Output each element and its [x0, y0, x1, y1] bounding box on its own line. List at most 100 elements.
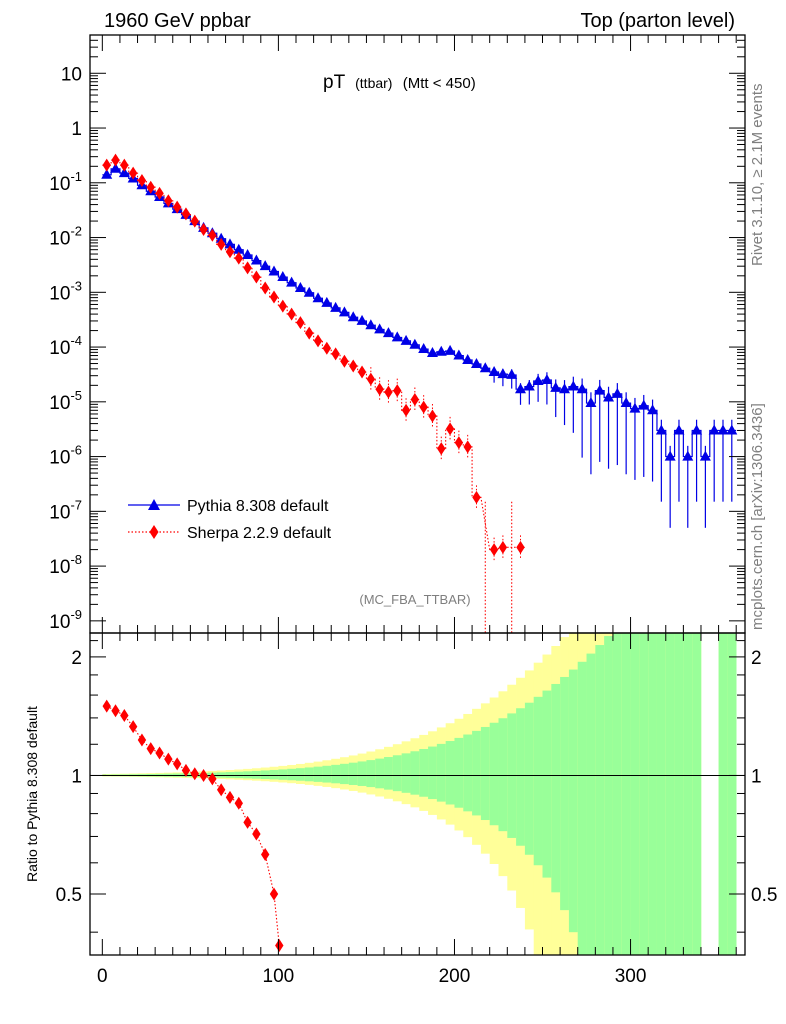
tick-exponent: -8	[70, 552, 82, 567]
sherpa-point	[401, 403, 411, 417]
pythia-point	[673, 424, 685, 435]
band-inner-bin	[304, 767, 314, 782]
band-inner-bin	[392, 755, 402, 792]
ratio-y-tick-label-right: 1	[751, 766, 762, 787]
pythia-point	[576, 383, 588, 394]
pythia-point	[647, 404, 659, 415]
pythia-point	[629, 402, 641, 413]
band-inner-bin	[445, 741, 455, 805]
legend-item-sherpa: Sherpa 2.2.9 default	[128, 525, 332, 542]
band-inner-bin	[621, 633, 631, 955]
pythia-point	[338, 306, 350, 317]
pythia-point	[426, 346, 438, 357]
legend-sherpa-label: Sherpa 2.2.9 default	[187, 525, 332, 542]
x-tick-label: 300	[615, 966, 647, 987]
tick-exponent: -5	[70, 388, 82, 403]
band-inner-bin	[410, 751, 420, 795]
band-inner-bin	[577, 661, 587, 955]
sherpa-point	[419, 400, 428, 414]
band-inner-bin	[489, 722, 499, 826]
sherpa-point	[296, 316, 305, 330]
sherpa-point	[252, 270, 261, 284]
top-y-tick-label: 10-3	[49, 278, 82, 304]
tick-exponent: -4	[70, 333, 82, 348]
sherpa-point	[489, 543, 499, 557]
sherpa-point	[498, 540, 508, 554]
pythia-point	[250, 254, 262, 265]
sherpa-point	[278, 299, 288, 313]
pythia-point	[559, 383, 571, 394]
pythia-point	[470, 358, 482, 369]
pythia-point	[101, 168, 113, 179]
sherpa-line	[102, 159, 525, 551]
band-inner-bin	[472, 730, 482, 816]
pythia-point	[550, 381, 562, 392]
tick-exponent: -6	[70, 443, 82, 458]
band-inner-bin	[648, 633, 658, 955]
pythia-point	[638, 399, 650, 410]
sherpa-point	[437, 442, 446, 456]
ratio-sherpa-point	[234, 796, 243, 810]
pythia-point	[611, 387, 623, 398]
tick-base: 10	[49, 229, 70, 250]
sherpa-point	[225, 245, 235, 259]
plot-title-main: pT	[323, 72, 346, 93]
sherpa-point	[410, 393, 420, 407]
ratio-y-tick-label-right: 2	[751, 648, 762, 669]
sherpa-point	[357, 365, 367, 379]
sherpa-point	[181, 207, 191, 221]
sherpa-point	[102, 158, 111, 172]
band-inner-bin	[331, 764, 341, 784]
pythia-point	[242, 249, 254, 260]
band-inner-bin	[533, 696, 543, 866]
mcplots-label: mcplots.cern.ch [arXiv:1306.3436]	[749, 403, 766, 630]
band-inner-bin	[322, 765, 332, 783]
band-inner-bin	[586, 653, 596, 955]
pythia-point	[268, 265, 280, 276]
ratio-sherpa-point	[269, 887, 279, 901]
pythia-point	[726, 424, 738, 435]
pythia-point	[374, 323, 386, 334]
sherpa-point	[216, 237, 226, 251]
sherpa-point	[313, 334, 323, 348]
band-inner-bin	[375, 758, 385, 789]
sherpa-point	[120, 158, 129, 172]
pythia-point	[400, 334, 412, 345]
pythia-point	[259, 260, 271, 271]
pythia-point	[118, 167, 130, 178]
pythia-point	[497, 368, 509, 379]
ratio-sherpa-point	[172, 757, 182, 771]
band-inner-bin	[595, 645, 605, 955]
tick-exponent: -9	[70, 607, 82, 622]
pythia-point	[585, 397, 597, 408]
ratio-sherpa-point	[260, 847, 270, 861]
pythia-point	[717, 424, 729, 435]
plot-title: pT (ttbar) (Mtt < 450)	[323, 72, 476, 93]
top-y-tick-label: 10-9	[49, 607, 82, 633]
sherpa-point	[128, 166, 138, 180]
pythia-point	[488, 366, 500, 377]
band-inner-bin	[251, 770, 262, 779]
band-inner-bin	[692, 633, 702, 955]
sherpa-point	[234, 251, 243, 265]
header-left: 1960 GeV ppbar	[104, 10, 251, 32]
pythia-point	[523, 380, 535, 391]
band-inner-bin	[436, 743, 446, 802]
ratio-y-tick-label-left: 1	[71, 766, 82, 787]
pythia-point	[655, 424, 667, 435]
sherpa-point	[349, 359, 358, 373]
sherpa-point	[243, 261, 252, 275]
pythia-point	[515, 383, 527, 394]
tick-base: 10	[49, 283, 70, 304]
tick-base: 10	[49, 338, 70, 359]
ratio-sherpa-point	[275, 938, 284, 952]
tick-base: 10	[49, 393, 70, 414]
band-inner-bin	[366, 760, 376, 788]
pythia-line	[102, 168, 737, 458]
pythia-point	[382, 327, 394, 338]
ratio-y-tick-label-left: 2	[71, 648, 82, 669]
top-y-tick-label: 1	[71, 119, 82, 140]
pythia-point	[321, 296, 333, 307]
pythia-point	[294, 281, 306, 292]
